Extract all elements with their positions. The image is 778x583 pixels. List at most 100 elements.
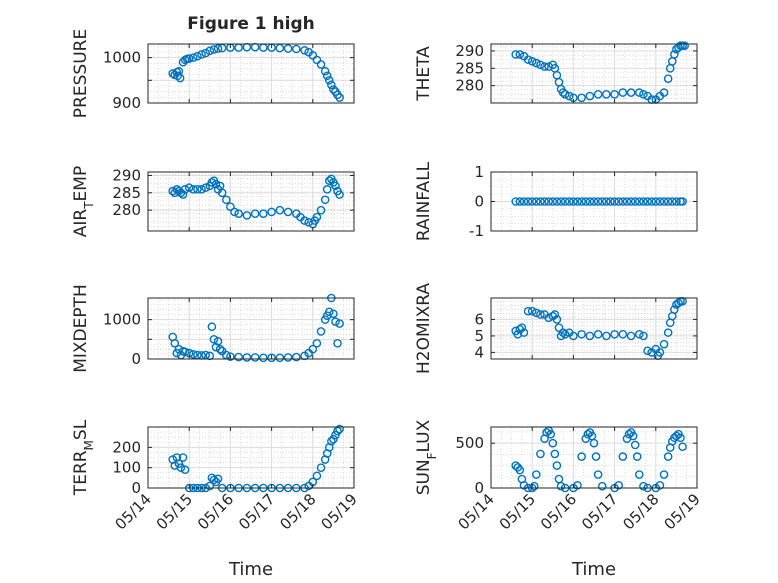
data-point: [593, 90, 603, 99]
data-point: [554, 77, 564, 87]
y-tick-label: 280: [112, 201, 141, 219]
data-point: [335, 190, 344, 199]
y-tick-label: 0: [474, 479, 484, 497]
data-point: [583, 429, 593, 439]
data-point: [327, 436, 336, 446]
data-point: [626, 331, 636, 341]
data-point: [316, 327, 326, 336]
x-tick-label: 05/19: [318, 490, 361, 533]
data-point: [597, 481, 607, 491]
data-point: [577, 197, 586, 206]
data-point: [193, 185, 202, 194]
data-point: [515, 465, 525, 475]
data-point: [585, 197, 595, 206]
data-point: [651, 197, 661, 206]
data-point: [331, 430, 340, 440]
x-tick-label: 05/15: [153, 490, 196, 533]
series-markers: [168, 424, 344, 493]
data-point: [312, 338, 322, 348]
data-point: [593, 197, 603, 206]
y-tick-label: 0: [131, 479, 141, 497]
y-tick-label: 0: [131, 350, 141, 368]
data-point: [678, 197, 687, 206]
data-point: [581, 197, 591, 206]
data-point: [207, 322, 217, 332]
x-tick-label: 05/17: [235, 490, 278, 533]
data-point: [556, 481, 566, 491]
data-point: [536, 310, 545, 319]
data-point: [667, 197, 677, 206]
data-point: [322, 71, 332, 81]
data-point: [515, 197, 525, 206]
data-point: [242, 211, 252, 220]
data-point: [610, 90, 619, 99]
series-markers: [511, 41, 689, 104]
x-tick-label: 05/15: [496, 490, 539, 533]
data-point: [176, 463, 186, 472]
data-point: [175, 73, 185, 83]
data-point: [515, 50, 525, 59]
data-point: [552, 315, 562, 324]
data-point: [560, 197, 570, 206]
data-point: [322, 185, 332, 194]
data-point: [659, 88, 669, 97]
data-point: [536, 197, 545, 206]
data-point: [523, 55, 533, 64]
data-point: [189, 185, 198, 194]
data-point: [234, 209, 243, 218]
data-point: [180, 465, 190, 475]
data-point: [577, 452, 586, 461]
data-point: [643, 197, 652, 206]
series-markers: [511, 296, 687, 361]
y-tick-label: 0: [474, 193, 484, 211]
data-point: [178, 453, 188, 462]
data-point: [626, 197, 636, 206]
data-point: [335, 319, 344, 328]
data-point: [511, 197, 521, 206]
data-point: [614, 481, 624, 490]
data-point: [529, 481, 539, 491]
data-point: [618, 88, 628, 97]
axes-box: [147, 426, 355, 489]
data-point: [606, 197, 615, 206]
data-point: [624, 429, 634, 439]
data-point: [213, 44, 223, 53]
data-point: [275, 353, 285, 363]
x-axis-label-left: Time: [228, 559, 273, 580]
axes-box: [147, 171, 355, 232]
data-point: [670, 50, 679, 59]
data-point: [536, 60, 545, 70]
data-point: [329, 309, 338, 319]
data-point: [639, 331, 648, 341]
axes-box: [490, 426, 698, 489]
data-point: [585, 91, 595, 101]
data-point: [548, 197, 558, 206]
y-axis-label-5: MIXDEPTH: [71, 284, 91, 373]
subplot-1: 900 1000 PRESSURE: [71, 29, 355, 118]
data-point: [184, 183, 194, 192]
data-point: [197, 50, 206, 59]
data-point: [676, 433, 685, 443]
data-point: [540, 197, 549, 206]
data-point: [610, 329, 619, 339]
data-point: [602, 331, 611, 341]
data-point: [577, 329, 586, 339]
data-point: [170, 338, 180, 348]
data-point: [230, 207, 239, 217]
data-point: [312, 471, 322, 481]
data-point: [552, 461, 562, 470]
data-point: [221, 195, 231, 205]
data-point: [554, 323, 564, 332]
data-point: [628, 431, 638, 441]
data-point: [544, 197, 553, 206]
data-point: [250, 42, 260, 52]
data-point: [635, 470, 644, 479]
y-tick-label: -1: [469, 222, 484, 240]
x-tick-label: 05/18: [276, 490, 319, 533]
y-axis-label-2: THETA: [414, 46, 434, 102]
data-point: [335, 424, 344, 434]
data-point: [193, 51, 202, 61]
x-tick-label: 05/16: [194, 490, 237, 533]
data-point: [670, 305, 679, 314]
data-point: [593, 470, 603, 479]
